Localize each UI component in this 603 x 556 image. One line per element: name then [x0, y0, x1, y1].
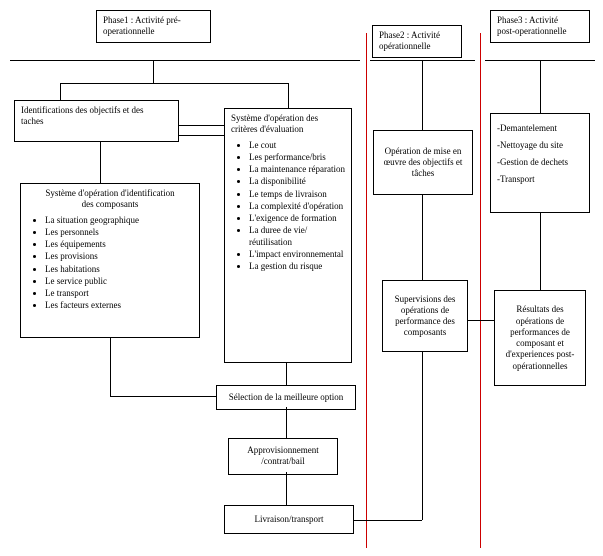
box-supervision-text: Supervisions des opérations de performan… [395, 294, 456, 339]
sys-ident-item: Les équipements [45, 239, 193, 250]
box-post-list-items: -Demantelement-Nettoyage du site-Gestion… [497, 120, 583, 188]
post-list-item: -Demantelement [497, 120, 583, 137]
sys-ident-item: Le service public [45, 276, 193, 287]
box-operation-text: Opération de mise en œuvre des objectifs… [384, 146, 463, 180]
conn-bus-to-ident [60, 83, 61, 100]
post-list-item: -Gestion de dechets [497, 154, 583, 171]
sys-ident-item: Les personnels [45, 227, 193, 238]
box-identifications: Identifications des objectifs et des tac… [14, 100, 179, 142]
sys-ident-item: Les provisions [45, 251, 193, 262]
box-selection-text: Sélection de la meilleure option [229, 392, 343, 402]
conn-bus-phase1 [60, 83, 289, 84]
conn-sysident-down [110, 338, 111, 396]
box-livraison: Livraison/transport [224, 505, 354, 534]
phase1-underline [10, 60, 360, 61]
conn-livr-to-superv-h [354, 520, 422, 521]
criteres-item: Le temps de livraison [249, 189, 345, 200]
box-supervision: Supervisions des opérations de performan… [382, 280, 468, 352]
phase2-title-text: Phase2 : Activité opérationnelle [379, 30, 440, 51]
conn-phase3-down [540, 60, 541, 113]
phase2-title: Phase2 : Activité opérationnelle [372, 25, 462, 58]
box-operation: Opération de mise en œuvre des objectifs… [373, 130, 473, 195]
box-post-list: -Demantelement-Nettoyage du site-Gestion… [490, 113, 590, 213]
phase3-title: Phase3 : Activité post-operationnelle [490, 10, 590, 43]
conn-ident-to-criteres [179, 125, 224, 126]
conn-phase1-down [153, 60, 154, 83]
conn-ident-to-criteres2 [179, 135, 224, 136]
box-approv: Approvisionnement /contrat/bail [228, 438, 338, 475]
sys-ident-item: Le transport [45, 288, 193, 299]
box-sys-ident: Système d'opération d'identification des… [20, 183, 200, 338]
conn-phase2-down [422, 60, 423, 130]
conn-livr-to-superv-v [422, 352, 423, 520]
conn-oper-to-superv [422, 195, 423, 280]
box-criteres-list: Le coutLes performance/brisLa maintenanc… [231, 140, 345, 273]
conn-criteres-to-select [286, 363, 287, 385]
box-approv-text: Approvisionnement /contrat/bail [247, 445, 319, 466]
phase-sep-2-3 [480, 33, 481, 548]
phase-sep-1-2 [366, 33, 367, 548]
box-criteres: Système d'opération des critères d'évalu… [224, 108, 352, 363]
conn-postlist-to-result [540, 213, 541, 290]
sys-ident-item: Les habitations [45, 264, 193, 275]
criteres-item: L'impact environnemental [249, 249, 345, 260]
criteres-item: La disponibilité [249, 176, 345, 187]
criteres-item: La duree de vie/ réutilisation [249, 225, 345, 248]
criteres-item: L'exigence de formation [249, 213, 345, 224]
post-list-item: -Transport [497, 171, 583, 188]
box-resultats: Résultats des opérations de performances… [494, 290, 586, 386]
conn-bus-to-criteres [288, 83, 289, 108]
conn-superv-to-result [468, 320, 494, 321]
criteres-item: Les performance/bris [249, 152, 345, 163]
box-criteres-title: Système d'opération des critères d'évalu… [231, 113, 345, 136]
box-sys-ident-list: La situation geographiqueLes personnelsL… [27, 215, 193, 312]
sys-ident-item: Les facteurs externes [45, 300, 193, 311]
conn-select-to-approv [286, 407, 287, 438]
post-list-item: -Nettoyage du site [497, 137, 583, 154]
criteres-item: Le cout [249, 140, 345, 151]
conn-approv-to-livr [286, 472, 287, 505]
box-identifications-text: Identifications des objectifs et des tac… [21, 105, 143, 126]
criteres-item: La complexité d'opération [249, 201, 345, 212]
criteres-item: La maintenance réparation [249, 164, 345, 175]
conn-sysident-to-select [110, 396, 216, 397]
phase1-title-text: Phase1 : Activité pré- operationnelle [103, 15, 181, 36]
conn-ident-down [100, 142, 101, 183]
box-resultats-text: Résultats des opérations de performances… [506, 304, 575, 372]
criteres-item: La gestion du risque [249, 261, 345, 272]
box-sys-ident-title: Système d'opération d'identification des… [27, 188, 193, 211]
phase3-title-text: Phase3 : Activité post-operationnelle [497, 15, 566, 36]
sys-ident-item: La situation geographique [45, 215, 193, 226]
box-livraison-text: Livraison/transport [255, 514, 324, 524]
phase1-title: Phase1 : Activité pré- operationnelle [96, 10, 211, 43]
